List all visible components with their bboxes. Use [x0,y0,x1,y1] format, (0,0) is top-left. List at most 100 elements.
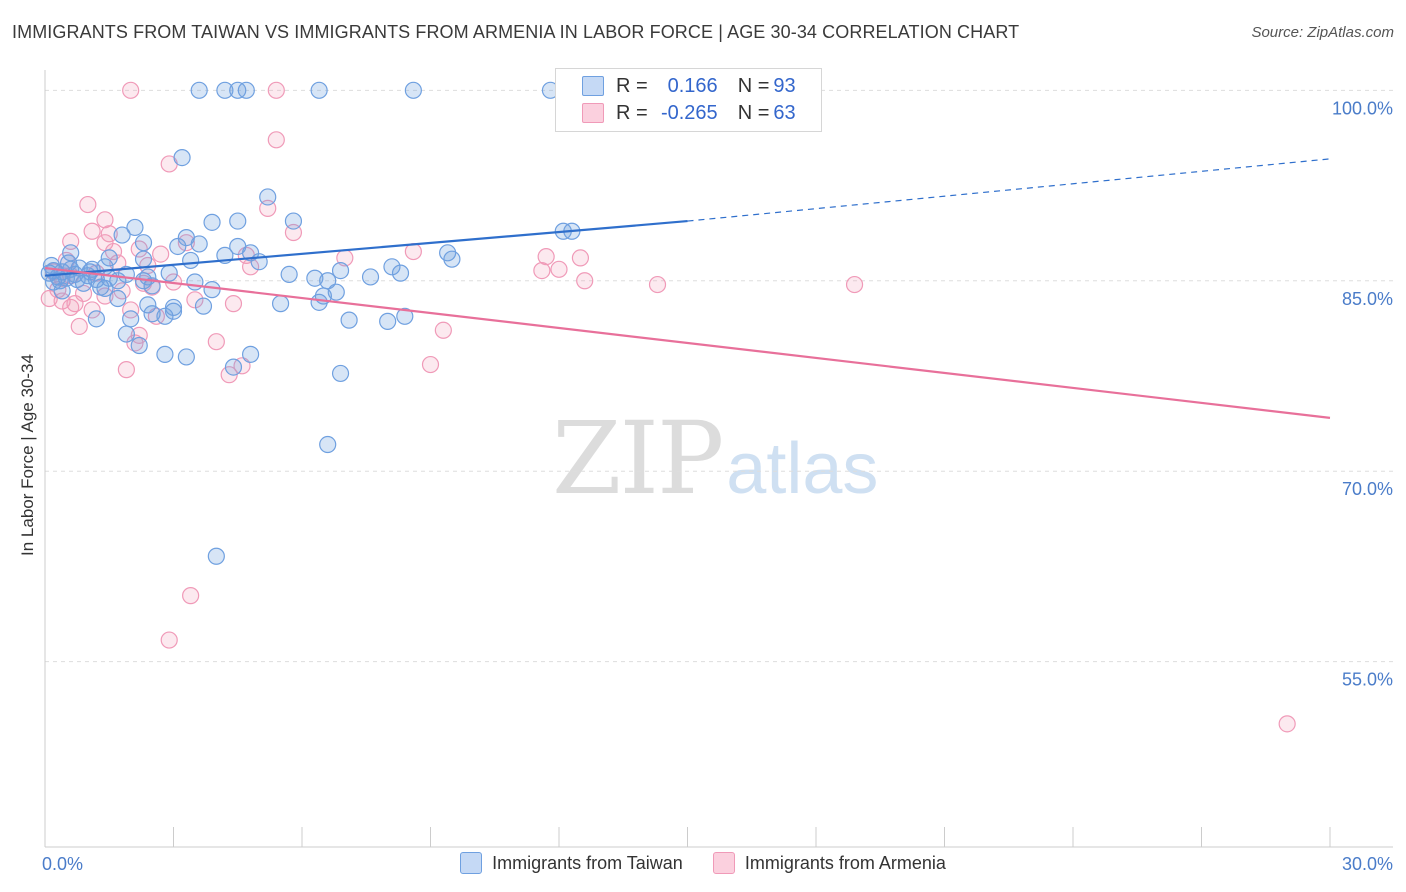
taiwan-point [182,251,200,270]
taiwan-point [396,307,414,325]
legend-swatch-armenia [712,852,735,874]
taiwan-point [331,364,350,383]
armenia-point [267,81,285,99]
armenia-point [186,291,204,309]
legend-row-taiwan: R = 0.166 N = 93 [582,73,796,99]
correlation-legend: R = 0.166 N = 93 R = -0.265 N = 63 [555,68,822,132]
taiwan-point [319,435,337,454]
chart-title: IMMIGRANTS FROM TAIWAN VS IMMIGRANTS FRO… [12,22,1020,42]
y-tick-label: 70.0% [1342,479,1393,499]
taiwan-point [169,237,187,256]
armenia-point [66,295,84,313]
x-tick-label: 30.0% [1342,854,1393,874]
taiwan-point [92,278,110,296]
legend-r-value: 0.166 [667,74,718,97]
taiwan-point [237,81,255,99]
armenia-point [434,321,452,339]
armenia-point [537,248,555,266]
taiwan-point [203,213,221,231]
armenia-point [845,275,864,294]
armenia-point [152,245,170,263]
taiwan-point [340,311,358,329]
armenia-point [224,295,243,313]
taiwan-point [216,81,234,99]
armenia-point [53,292,71,310]
taiwan-point [259,188,277,206]
legend-label-taiwan: Immigrants from Taiwan [492,852,683,873]
y-tick-label: 85.0% [1342,289,1393,309]
taiwan-point [109,289,127,308]
series-legend: Immigrants from Taiwan Immigrants from A… [0,852,1406,874]
taiwan-point [327,283,345,301]
taiwan-point [229,212,247,230]
taiwan-point [117,325,135,343]
armenia-point [182,587,200,605]
taiwan-point [194,297,213,315]
armenia-point [177,234,195,252]
armenia-point [571,249,590,267]
taiwan-point [177,348,195,366]
armenia-point [83,301,101,319]
taiwan-point [284,212,303,230]
armenia-point [1278,715,1296,733]
taiwan-point [361,268,380,286]
armenia-point [109,254,127,272]
taiwan-point [100,249,118,267]
taiwan-point [156,345,174,363]
taiwan-point [42,256,61,275]
taiwan-point [190,235,208,253]
taiwan-point [143,305,161,323]
taiwan-point [379,312,397,330]
armenia-point [122,81,140,99]
legend-swatch-taiwan [460,852,483,874]
taiwan-point [224,358,243,376]
taiwan-point [87,310,106,328]
taiwan-point [53,282,71,300]
armenia-point [648,275,667,294]
taiwan-point [331,261,350,280]
armenia-point [117,361,135,379]
taiwan-point [164,302,183,320]
taiwan-trend-line [44,219,688,277]
taiwan-point [122,310,140,328]
taiwan-point [156,307,174,325]
legend-item-taiwan: Immigrants from Taiwan [460,852,683,874]
taiwan-point [280,265,298,284]
taiwan-point [310,293,328,311]
taiwan-point [310,81,328,99]
armenia-trend-line [44,266,1331,419]
armenia-point [160,631,178,649]
taiwan-point [173,149,191,167]
armenia-point [79,195,97,214]
taiwan-trend-extension [687,158,1331,222]
legend-r-label: R = [616,101,648,124]
taiwan-point [186,273,204,291]
armenia-point [576,272,594,290]
y-tick-label: 100.0% [1332,98,1393,118]
armenia-point [207,333,225,351]
taiwan-point [207,547,225,565]
armenia-point [267,131,285,149]
taiwan-point [134,234,153,252]
taiwan-point [404,81,422,99]
armenia-point [550,260,568,278]
taiwan-point [306,269,324,287]
legend-swatch-taiwan [582,76,604,96]
taiwan-point [203,281,221,299]
y-axis-label: In Labor Force | Age 30-34 [18,354,37,556]
taiwan-point [126,218,144,237]
source-label: Source: ZipAtlas.com [1251,24,1394,41]
armenia-point [533,261,551,280]
taiwan-point [139,296,157,314]
armenia-point [96,211,114,229]
taiwan-point [130,336,148,355]
taiwan-point [59,254,78,272]
taiwan-point [160,264,178,282]
legend-n-value: 63 [773,101,796,124]
taiwan-point [139,268,157,286]
armenia-point [421,355,440,374]
taiwan-point [190,81,208,99]
legend-row-armenia: R = -0.265 N = 63 [582,100,796,126]
legend-swatch-armenia [582,103,604,123]
